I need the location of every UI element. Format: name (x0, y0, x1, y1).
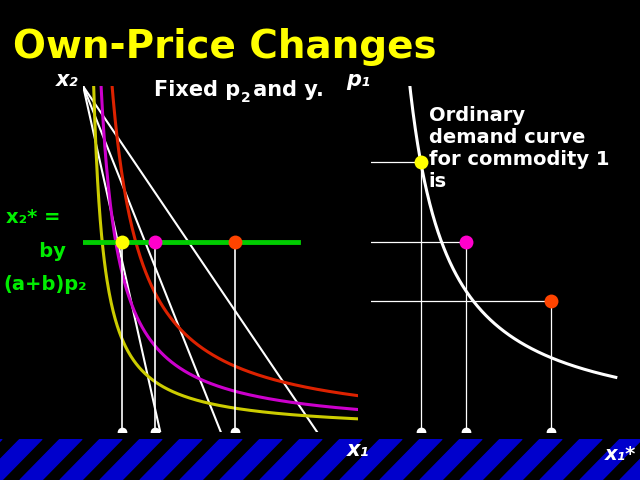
Polygon shape (180, 439, 242, 480)
Polygon shape (540, 439, 602, 480)
Polygon shape (420, 439, 482, 480)
Text: x₂: x₂ (56, 71, 78, 90)
Polygon shape (140, 439, 202, 480)
Text: p₁: p₁ (347, 71, 371, 90)
Polygon shape (0, 439, 42, 480)
Polygon shape (380, 439, 442, 480)
Text: (a+b)p₂: (a+b)p₂ (3, 276, 87, 294)
Polygon shape (220, 439, 282, 480)
Polygon shape (500, 439, 562, 480)
Text: by: by (19, 242, 66, 261)
Polygon shape (20, 439, 82, 480)
Text: Fixed p: Fixed p (154, 80, 240, 100)
Polygon shape (620, 439, 640, 480)
Polygon shape (460, 439, 522, 480)
Polygon shape (260, 439, 322, 480)
Polygon shape (0, 439, 2, 480)
Polygon shape (100, 439, 162, 480)
Polygon shape (580, 439, 640, 480)
Text: x₂* =: x₂* = (6, 208, 61, 227)
Polygon shape (300, 439, 362, 480)
Text: x₁: x₁ (347, 440, 370, 460)
Text: Ordinary
demand curve
for commodity 1
is: Ordinary demand curve for commodity 1 is (429, 106, 609, 191)
Polygon shape (60, 439, 122, 480)
Text: Own-Price Changes: Own-Price Changes (13, 28, 436, 66)
Text: 2: 2 (241, 91, 250, 105)
Text: and y.: and y. (246, 80, 324, 100)
Polygon shape (340, 439, 402, 480)
Text: x₁*: x₁* (605, 444, 637, 464)
